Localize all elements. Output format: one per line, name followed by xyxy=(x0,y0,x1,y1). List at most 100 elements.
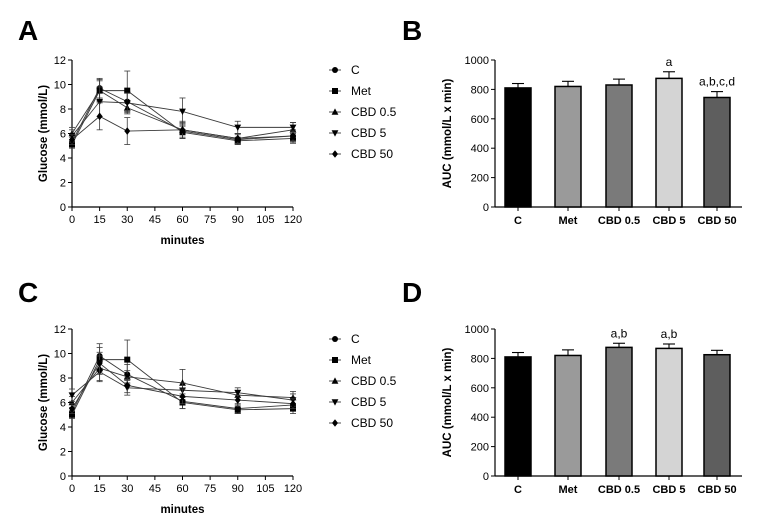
x-tick-label: 15 xyxy=(94,483,106,495)
legend-marker xyxy=(332,357,338,363)
series-cbd-50 xyxy=(69,351,296,414)
y-tick-label: 6 xyxy=(60,129,66,141)
category-label: CBD 0.5 xyxy=(598,484,640,496)
y-axis-label: Glucose (mmol/L) xyxy=(38,354,50,451)
x-tick-label: 120 xyxy=(284,214,302,226)
category-label: Met xyxy=(559,484,578,496)
y-tick-label: 400 xyxy=(471,412,489,424)
bar-c xyxy=(504,87,532,208)
y-tick-label: 0 xyxy=(483,202,489,214)
x-tick-label: 0 xyxy=(69,214,75,226)
x-tick-label: 75 xyxy=(204,483,216,495)
data-point xyxy=(179,126,186,134)
y-tick-label: 400 xyxy=(471,143,489,155)
data-point xyxy=(68,392,76,399)
y-tick-label: 1000 xyxy=(465,55,489,67)
y-tick-label: 200 xyxy=(471,173,489,185)
bar-cbd-5 xyxy=(655,77,683,208)
data-point xyxy=(234,406,241,413)
y-tick-label: 4 xyxy=(60,422,66,434)
bar-met xyxy=(554,354,582,477)
series-line xyxy=(71,355,294,413)
category-label: CBD 0.5 xyxy=(598,215,640,227)
category-label: CBD 5 xyxy=(652,484,685,496)
series-line xyxy=(71,90,294,145)
legend-entry-cbd-0-5: CBD 0.5 xyxy=(329,105,397,119)
bar-cbd-5 xyxy=(655,347,683,477)
bar-cbd-50 xyxy=(703,96,731,208)
x-tick-label: 90 xyxy=(232,214,244,226)
x-tick-label: 90 xyxy=(232,483,244,495)
y-tick-label: 1000 xyxy=(465,324,489,336)
y-axis-label: Glucose (mmol/L) xyxy=(38,85,50,182)
legend-label: CBD 50 xyxy=(351,147,393,161)
data-point xyxy=(290,132,296,140)
bar-cbd-0-5 xyxy=(605,84,633,208)
series-line xyxy=(71,101,293,137)
y-tick-label: 8 xyxy=(60,373,66,385)
series-line xyxy=(71,362,294,409)
legend-marker xyxy=(332,67,338,73)
bar-chart-b: 0 200 400 600 800 1000 AUC (mmol/L x min) C Met C… xyxy=(442,55,742,227)
legend-label: CBD 5 xyxy=(351,126,387,140)
y-axis-label: AUC (mmol/L x min) xyxy=(442,347,454,457)
bar-cbd-0-5 xyxy=(605,346,633,477)
series-line xyxy=(71,90,294,139)
data-point xyxy=(96,359,103,368)
legend-entry-cbd-5: CBD 5 xyxy=(329,395,387,409)
data-point xyxy=(96,98,104,106)
legend-marker xyxy=(332,419,338,427)
y-tick-label: 0 xyxy=(483,471,489,483)
y-tick-label: 12 xyxy=(54,324,66,336)
y-tick-label: 10 xyxy=(54,80,66,92)
data-point xyxy=(124,381,131,390)
legend-label: CBD 0.5 xyxy=(351,105,397,119)
y-tick-label: 6 xyxy=(60,398,66,410)
y-tick-label: 200 xyxy=(471,442,489,454)
legend-entry-c: C xyxy=(329,332,360,346)
legend-marker xyxy=(331,108,339,115)
legend-marker xyxy=(331,377,339,384)
data-point xyxy=(179,392,186,401)
x-tick-label: 30 xyxy=(121,214,133,226)
data-point xyxy=(234,124,242,131)
category-label: CBD 5 xyxy=(652,215,685,227)
legend-label: CBD 5 xyxy=(351,395,387,409)
legend-marker xyxy=(332,88,338,94)
bar-met xyxy=(554,85,582,208)
legend-label: C xyxy=(351,63,360,77)
category-label: Met xyxy=(559,215,578,227)
category-label: CBD 50 xyxy=(697,215,736,227)
x-tick-label: 60 xyxy=(176,214,188,226)
panel-label-d: D xyxy=(402,277,422,308)
data-point xyxy=(234,396,241,404)
x-tick-label: 60 xyxy=(176,483,188,495)
y-tick-label: 800 xyxy=(471,353,489,365)
significance-label: a,b xyxy=(661,327,678,341)
bar-c xyxy=(504,356,532,477)
legend-label: C xyxy=(351,332,360,346)
y-tick-label: 12 xyxy=(54,55,66,67)
legend-entry-cbd-50: CBD 50 xyxy=(329,147,393,161)
x-tick-label: 45 xyxy=(149,214,161,226)
category-label: C xyxy=(514,484,522,496)
x-tick-label: 45 xyxy=(149,483,161,495)
legend-entry-met: Met xyxy=(329,84,372,98)
x-tick-label: 30 xyxy=(121,483,133,495)
significance-label: a xyxy=(666,55,673,69)
legend-entry-met: Met xyxy=(329,353,372,367)
data-point xyxy=(290,399,296,408)
bar-cbd-50 xyxy=(703,353,731,477)
series-line xyxy=(71,367,294,403)
x-tick-label: 75 xyxy=(204,214,216,226)
panel-label-c: C xyxy=(18,277,38,308)
legend-label: Met xyxy=(351,84,372,98)
y-tick-label: 4 xyxy=(60,153,66,165)
data-point xyxy=(123,100,131,107)
series-cbd-50 xyxy=(69,102,296,145)
x-tick-label: 105 xyxy=(256,483,274,495)
legend-label: CBD 50 xyxy=(351,416,393,430)
series-line xyxy=(71,359,294,415)
legend-entry-c: C xyxy=(329,63,360,77)
